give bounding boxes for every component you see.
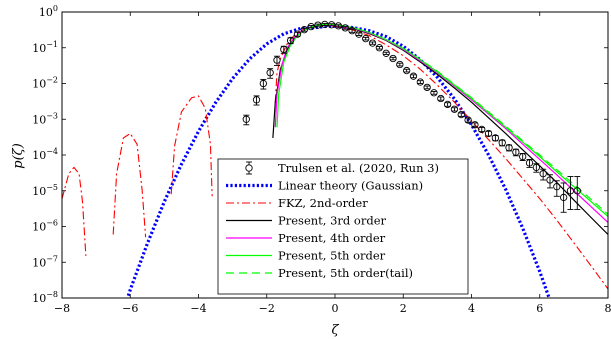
- data-point-marker: [300, 26, 308, 34]
- data-point-marker: [450, 105, 459, 113]
- data-point-marker: [573, 187, 581, 195]
- y-tick-labels: 10−8 10−7 10−6 10−5 10−4 10−3 10−2 10−1 100: [32, 4, 58, 305]
- legend-box: [217, 158, 469, 295]
- data-point-marker: [293, 30, 302, 38]
- series-line-2-segment-0: [62, 166, 87, 256]
- data-point-marker: [259, 79, 267, 88]
- y-tick-label: 100: [39, 4, 58, 19]
- y-tick-label: 10−8: [32, 290, 58, 305]
- data-point-marker: [403, 66, 411, 75]
- y-axis-label: p(ζ): [11, 143, 26, 169]
- x-tick-labels: −8 −6 −4 −2 0 2 4 6 8: [54, 302, 611, 315]
- data-point-marker: [532, 163, 540, 172]
- plot-errorbars: [242, 20, 581, 213]
- data-point-marker: [368, 39, 377, 47]
- data-point-marker: [280, 45, 288, 54]
- y-tick-label: 10−5: [32, 183, 58, 198]
- legend-marker: [245, 164, 253, 172]
- data-point-marker: [327, 21, 336, 29]
- data-point-marker: [478, 125, 486, 134]
- data-point-marker: [409, 72, 418, 80]
- x-axis-label: ζ: [331, 323, 339, 338]
- legend-entry-label: FKZ, 2nd-order: [278, 196, 368, 210]
- data-point-marker: [362, 34, 370, 43]
- data-point-marker: [416, 78, 424, 86]
- data-point-marker: [314, 21, 322, 29]
- y-tick-label: 10−6: [32, 219, 58, 234]
- series-line-5: [276, 23, 608, 217]
- y-tick-label: 10−4: [32, 147, 58, 162]
- data-point-marker: [396, 60, 404, 69]
- data-point-marker: [457, 110, 465, 119]
- legend-entry-label: Present, 5th order: [278, 249, 386, 263]
- legend: Trulsen et al. (2020, Run 3) Linear theor…: [217, 158, 469, 295]
- axis-ticks: [61, 11, 609, 299]
- x-tick-label: 2: [400, 302, 407, 315]
- y-tick-label: 10−7: [32, 254, 58, 269]
- x-tick-label: −6: [122, 302, 138, 315]
- y-tick-label: 10−2: [32, 76, 58, 91]
- data-point-marker: [389, 54, 397, 63]
- data-point-marker: [559, 193, 568, 202]
- data-point-marker: [382, 49, 390, 57]
- data-point-marker: [273, 56, 281, 64]
- data-point-marker: [334, 22, 343, 30]
- series-line-1: [125, 24, 551, 298]
- legend-entry-label: Trulsen et al. (2020, Run 3): [278, 161, 439, 175]
- series-line-2-segment-1: [112, 132, 147, 238]
- data-point-marker: [430, 89, 438, 97]
- data-point-marker: [512, 148, 520, 156]
- x-tick-label: −8: [54, 302, 70, 315]
- data-point-marker: [375, 44, 384, 52]
- data-point-marker: [525, 159, 534, 167]
- data-point-marker: [286, 36, 295, 45]
- data-point-marker: [307, 22, 315, 31]
- data-point-marker: [423, 83, 431, 92]
- legend-entry-label: Present, 3rd order: [278, 214, 387, 228]
- data-point-marker: [539, 170, 547, 178]
- x-tick-label: 4: [468, 302, 475, 315]
- data-point-marker: [546, 176, 554, 184]
- data-point-marker: [355, 30, 363, 38]
- data-point-marker: [266, 69, 274, 77]
- legend-entry-label: Present, 4th order: [278, 231, 386, 245]
- x-tick-label: 0: [332, 302, 339, 315]
- data-point-marker: [491, 134, 500, 142]
- data-point-marker: [437, 94, 445, 103]
- data-point-marker: [252, 96, 261, 104]
- x-tick-label: 6: [536, 302, 543, 315]
- data-point-marker: [464, 116, 472, 124]
- data-point-marker: [498, 139, 506, 147]
- data-point-marker: [242, 115, 250, 123]
- data-point-marker: [484, 129, 493, 138]
- data-point-marker: [505, 144, 513, 152]
- y-tick-label: 10−3: [32, 111, 58, 126]
- x-tick-label: 8: [605, 302, 611, 315]
- x-tick-label: −2: [259, 302, 275, 315]
- data-point-marker: [519, 152, 527, 161]
- y-tick-label: 10−1: [32, 40, 58, 55]
- series-line-6: [402, 48, 608, 215]
- legend-entry-label: Present, 5th order(tail): [278, 266, 413, 280]
- data-point-marker: [553, 183, 561, 191]
- series-line-2-segment-2: [170, 95, 213, 197]
- data-point-marker: [341, 24, 349, 32]
- data-point-marker: [443, 100, 452, 109]
- x-tick-label: −4: [190, 302, 206, 315]
- legend-entry-label: Linear theory (Gaussian): [278, 179, 423, 193]
- data-point-marker: [348, 27, 356, 35]
- data-point-marker: [471, 121, 479, 129]
